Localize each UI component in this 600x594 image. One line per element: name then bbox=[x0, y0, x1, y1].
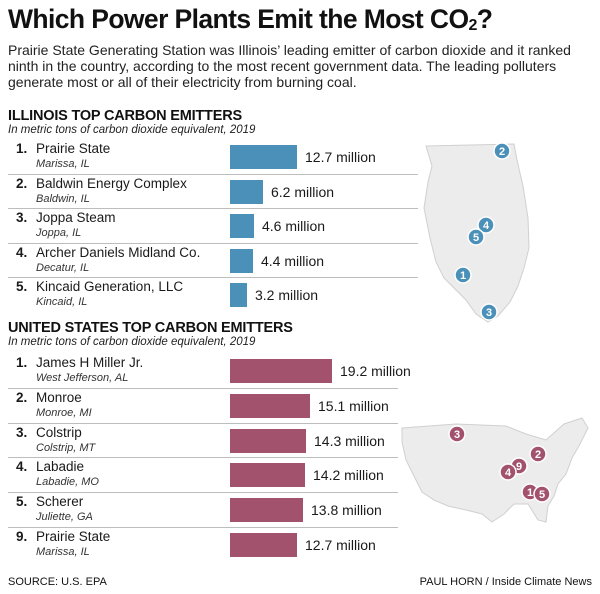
il-map-marker-label: 3 bbox=[486, 307, 492, 319]
il-plant-location: Marissa, IL bbox=[36, 158, 90, 170]
il-plant-location: Joppa, IL bbox=[36, 227, 82, 239]
il-map-marker-label: 4 bbox=[483, 220, 490, 232]
il-value-label: 4.6 million bbox=[262, 218, 326, 234]
us-map-marker bbox=[529, 445, 547, 463]
us-plant-location: Labadie, MO bbox=[36, 476, 99, 489]
il-value-label: 4.4 million bbox=[261, 252, 325, 269]
us-plant-location: Marissa, IL bbox=[36, 546, 90, 558]
us-bar bbox=[230, 463, 305, 488]
us-outline bbox=[401, 417, 589, 523]
il-plant-name: Baldwin Energy Complex bbox=[36, 175, 187, 191]
il-rank: 4. bbox=[16, 244, 28, 260]
il-map-marker-label: 1 bbox=[460, 270, 466, 282]
il-bar bbox=[230, 283, 247, 307]
us-rank: 4. bbox=[16, 459, 28, 475]
il-bar bbox=[230, 179, 263, 204]
il-rank: 2. bbox=[16, 175, 28, 191]
il-value-label: 3.2 million bbox=[255, 287, 319, 303]
us-chart-title: UNITED STATES TOP CARBON EMITTERS bbox=[8, 320, 293, 336]
us-plant-name: Labadie bbox=[36, 459, 85, 475]
us-map-marker bbox=[448, 425, 466, 443]
il-map-marker-label: 5 bbox=[473, 232, 479, 244]
us-plant-name: Prairie State bbox=[36, 529, 111, 544]
us-plant-name: Monroe bbox=[36, 389, 82, 405]
us-map-marker-label: 1 bbox=[527, 487, 533, 499]
il-plant-location: Kincaid, IL bbox=[36, 296, 88, 308]
us-value-label: 14.2 million bbox=[313, 467, 384, 484]
us-plant-name: James H Miller Jr. bbox=[36, 355, 144, 370]
us-bar bbox=[230, 498, 303, 523]
intro-text: Prairie State Generating Station was Ill… bbox=[8, 42, 571, 90]
il-plant-name: Joppa Steam bbox=[36, 210, 116, 225]
il-plant-location: Decatur, IL bbox=[36, 261, 90, 274]
us-row-divider bbox=[8, 457, 398, 459]
us-rank: 1. bbox=[16, 355, 28, 370]
il-row-divider bbox=[8, 242, 418, 244]
il-map-marker bbox=[493, 142, 511, 160]
il-map-marker bbox=[454, 266, 472, 284]
credit-note: PAUL HORN / Inside Climate News bbox=[419, 576, 592, 588]
us-bar bbox=[230, 393, 310, 418]
il-bar bbox=[230, 248, 253, 273]
illinois-map: 2 45 1 3 bbox=[423, 142, 530, 323]
us-map-marker-label: 4 bbox=[505, 467, 512, 479]
us-value-label: 15.1 million bbox=[318, 397, 389, 414]
us-plant-location: Juliette, GA bbox=[36, 511, 93, 524]
us-plant-location: West Jefferson, AL bbox=[36, 372, 129, 384]
us-map-marker-label: 2 bbox=[535, 449, 541, 461]
us-chart-subtitle: In metric tons of carbon dioxide equival… bbox=[8, 336, 256, 348]
us-row-divider bbox=[8, 422, 398, 424]
us-map-marker-label: 5 bbox=[539, 489, 545, 501]
il-map-marker bbox=[480, 303, 498, 321]
us-plant-name: Colstrip bbox=[36, 424, 82, 440]
il-map-marker bbox=[477, 216, 495, 234]
il-row-divider bbox=[8, 277, 418, 278]
us-plant-location: Monroe, MI bbox=[36, 406, 92, 419]
us-rank: 2. bbox=[16, 389, 28, 405]
il-plant-name: Archer Daniels Midland Co. bbox=[36, 244, 201, 260]
us-row-divider bbox=[8, 492, 398, 494]
il-rank: 3. bbox=[16, 210, 28, 225]
us-value-label: 19.2 million bbox=[340, 363, 411, 379]
us-plant-name: Scherer bbox=[36, 494, 84, 510]
il-plant-name: Prairie State bbox=[36, 141, 111, 156]
us-rank: 3. bbox=[16, 424, 28, 440]
il-bar bbox=[230, 145, 297, 169]
il-value-label: 12.7 million bbox=[305, 149, 376, 165]
us-rank: 5. bbox=[16, 494, 28, 510]
us-rank: 9. bbox=[16, 529, 28, 544]
illinois-chart-title: ILLINOIS TOP CARBON EMITTERS bbox=[8, 108, 242, 124]
us-map-marker-label: 3 bbox=[454, 429, 460, 441]
il-value-label: 6.2 million bbox=[271, 183, 335, 200]
us-map: 3 2 94 1 5 bbox=[401, 417, 589, 523]
illinois-chart-subtitle: In metric tons of carbon dioxide equival… bbox=[8, 124, 256, 136]
us-value-label: 12.7 million bbox=[305, 537, 376, 553]
us-map-marker bbox=[533, 485, 551, 503]
us-value-label: 14.3 million bbox=[314, 432, 385, 449]
source-note: SOURCE: U.S. EPA bbox=[8, 576, 107, 588]
il-bar bbox=[230, 214, 254, 238]
il-plant-location: Baldwin, IL bbox=[36, 192, 90, 205]
il-row-divider bbox=[8, 173, 418, 175]
il-plant-name: Kincaid Generation, LLC bbox=[36, 279, 184, 294]
il-rank: 5. bbox=[16, 279, 28, 294]
il-map-marker-label: 2 bbox=[499, 146, 505, 158]
us-bar bbox=[230, 428, 306, 453]
us-row-divider bbox=[8, 387, 398, 389]
il-map-marker bbox=[467, 228, 485, 246]
page-title: Which Power Plants Emit the Most CO2? bbox=[8, 4, 493, 34]
us-map-marker-label: 9 bbox=[516, 461, 522, 473]
us-value-label: 13.8 million bbox=[311, 502, 382, 519]
us-bar bbox=[230, 533, 297, 557]
us-bar bbox=[230, 359, 332, 383]
title-subscript: 2 bbox=[468, 17, 477, 34]
il-row-divider bbox=[8, 208, 418, 209]
us-row-divider bbox=[8, 527, 398, 528]
us-map-marker bbox=[499, 463, 517, 481]
il-rank: 1. bbox=[16, 141, 28, 156]
us-plant-location: Colstrip, MT bbox=[36, 441, 96, 454]
